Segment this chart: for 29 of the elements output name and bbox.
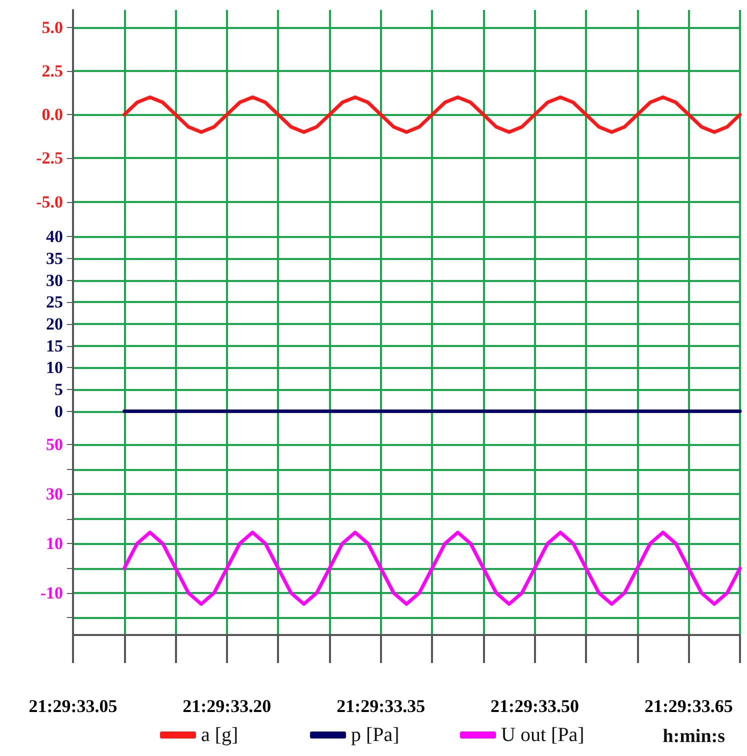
y-tick-label: 30 [46, 270, 63, 290]
y-tick-label: 0.0 [42, 105, 63, 124]
y-tick-label: 5.0 [42, 18, 63, 37]
legend-label: p [Pa] [351, 724, 400, 746]
y-tick-label: 5 [54, 380, 63, 399]
y-tick-label: 35 [46, 249, 63, 268]
y-tick-label: 0 [54, 402, 63, 421]
y-tick-label: -10 [40, 583, 63, 602]
legend-label: U out [Pa] [501, 724, 584, 746]
y-tick-label: 30 [46, 484, 63, 504]
y-tick-label: 10 [46, 534, 63, 554]
y-tick-label: 10 [46, 358, 63, 378]
x-tick-label: 21:29:33.05 [28, 696, 118, 716]
y-tick-label: 20 [46, 314, 63, 334]
legend-label: a [g] [201, 724, 238, 746]
y-tick-label: 50 [46, 435, 63, 454]
y-tick-label: -2.5 [36, 148, 63, 168]
x-tick-label: 21:29:33.20 [182, 696, 272, 716]
line-series [122, 95, 742, 134]
x-tick-label: 21:29:33.35 [336, 696, 426, 716]
y-tick-label: -5.0 [36, 192, 63, 212]
y-tick-label: 25 [46, 292, 63, 312]
x-tick-label: 21:29:33.65 [644, 696, 733, 716]
line-series [122, 530, 742, 606]
y-tick-label: 40 [46, 227, 63, 246]
x-axis-title: h:min:s [662, 726, 726, 747]
y-tick-label: 2.5 [42, 62, 63, 81]
x-tick-label: 21:29:33.50 [490, 696, 580, 716]
y-tick-label: 15 [46, 336, 63, 356]
